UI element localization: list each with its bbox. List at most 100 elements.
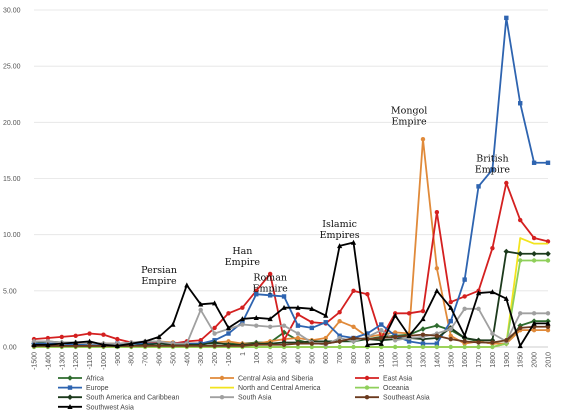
data-point [364,385,370,390]
data-point [309,306,315,312]
x-tick-label: 700 [337,352,344,364]
x-tick-label: 1800 [490,352,497,368]
data-point [281,323,287,328]
series-line [34,259,548,348]
data-point [309,344,315,350]
series-southwest-asia [31,239,551,349]
data-point [420,326,426,332]
data-point [489,289,496,295]
data-point [517,343,523,349]
data-point [337,339,342,344]
data-point [379,327,384,333]
data-point [226,311,231,316]
data-point [67,404,73,409]
data-point [364,375,370,381]
legend-item: Europe [58,385,109,392]
data-point [295,312,301,317]
data-point [87,331,92,336]
data-point [448,326,453,332]
annotation-label: Roman [253,273,287,284]
data-point [240,305,245,310]
data-point [198,301,204,307]
data-point [73,333,78,338]
x-tick-label: -1100 [87,352,94,369]
data-point [545,320,551,326]
data-point [240,343,245,349]
y-tick-label: 20.00 [3,120,21,127]
x-tick-label: 200 [268,352,275,364]
data-point [267,271,273,277]
data-point [545,258,551,263]
legend-label: Southeast Asia [383,395,430,402]
data-point [406,344,412,350]
x-tick-label: -800 [129,352,136,366]
legend-item: Oceania [355,385,409,392]
legend-label: South America and Caribbean [86,395,179,402]
x-tick-label: 1 [240,352,247,356]
data-point [87,343,92,349]
data-point [545,239,551,244]
annotation-label: Empire [141,276,177,287]
data-point [100,341,107,347]
data-point [545,327,551,333]
data-point [254,323,259,328]
x-tick-label: -900 [115,352,122,366]
annotation-label: Mongol [391,105,427,116]
data-point [448,344,453,350]
data-point [406,311,412,316]
data-point [504,15,509,21]
data-point [420,332,426,337]
data-point [518,325,523,331]
data-point [295,335,301,341]
data-point [67,394,73,400]
x-tick-label: 900 [365,352,372,364]
data-point [531,235,537,241]
data-point [531,320,537,326]
data-point [45,341,51,347]
data-point [240,322,245,327]
data-point [101,332,106,337]
annotation-label: Empires [320,230,360,241]
data-point [462,332,468,338]
data-point [518,311,523,316]
x-tick-label: 2000 [532,352,539,368]
legend-label: Southwest Asia [86,404,134,411]
data-point [364,341,371,347]
data-point [434,210,440,215]
data-point [337,333,342,338]
x-tick-label: 1400 [434,352,441,368]
legend-label: Europe [86,385,109,392]
data-point [184,282,190,288]
legend-label: South Asia [238,395,272,402]
legend-item: South Asia [210,395,272,402]
data-point [295,344,301,350]
data-point [198,343,203,349]
series-line [34,307,548,346]
data-point [351,335,356,341]
data-point [379,344,384,350]
data-point [518,101,523,106]
data-point [67,385,73,390]
x-tick-label: 1100 [393,352,400,367]
data-point [545,324,551,329]
data-point [170,343,176,349]
data-point [476,340,481,345]
data-point [281,304,287,310]
data-point [31,341,37,347]
data-point [45,339,51,344]
data-point [281,342,287,347]
data-point [59,340,65,346]
data-point [184,343,190,349]
data-point [420,341,426,346]
data-point [67,375,73,381]
data-point [267,293,273,298]
data-point [420,136,426,142]
data-point [462,344,467,350]
data-point [267,324,273,329]
x-tick-label: -700 [143,352,150,366]
x-tick-label: 800 [351,352,358,364]
legend-item: Africa [58,375,104,383]
data-point [309,320,315,325]
annotation-label: Han [232,246,252,257]
